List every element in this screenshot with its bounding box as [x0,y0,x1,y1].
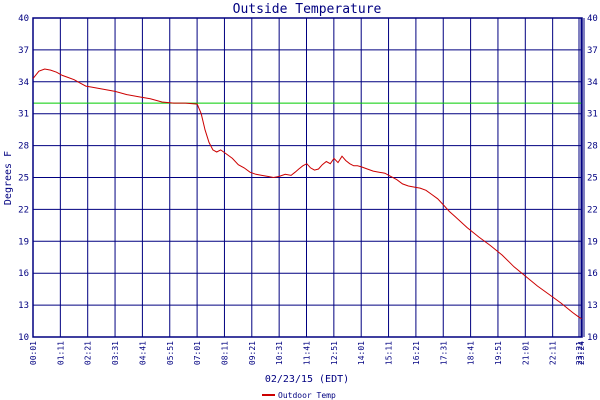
y-tick-label: 28 [587,142,598,152]
plot-border [32,17,583,338]
x-tick-label: 18:41 [467,341,476,365]
legend-label: Outdoor Temp [278,391,336,400]
y-tick-label: 37 [587,46,598,56]
y-tick-label: 13 [18,301,29,311]
x-tick-label: 05:51 [166,341,175,365]
x-axis-label: 02/23/15 (EDT) [265,374,349,385]
x-tick-label: 04:41 [138,341,147,365]
grid [32,17,582,338]
x-tick-label: 12:51 [330,341,339,365]
x-tick-label: 00:01 [29,341,38,365]
y-tick-label: 34 [18,78,29,88]
x-tick-label: 15:11 [385,341,394,365]
x-tick-label: 08:11 [220,341,229,365]
y-tick-label: 22 [587,205,598,215]
x-tick-label: 19:51 [494,341,503,365]
y-axis-label: Degrees F [3,151,14,205]
x-tick-label: 07:01 [193,341,202,365]
y-tick-labels-right: 10 13 16 19 22 25 28 31 34 37 40 [587,14,598,343]
x-tick-label: 16:21 [412,341,421,365]
y-tick-label: 16 [18,269,29,279]
y-tick-label: 40 [587,14,598,24]
x-tick-label: 02:21 [84,341,93,365]
x-tick-label: 03:31 [111,341,120,365]
x-tick-label: 14:01 [357,341,366,365]
y-tick-label: 19 [18,237,29,247]
x-tick-label: 17:31 [439,341,448,365]
y-tick-label: 34 [587,78,598,88]
x-tick-label: 09:21 [248,341,257,365]
y-tick-labels-left: 10 13 16 19 22 25 28 31 34 37 40 [18,14,29,343]
plot-frame [32,17,585,338]
x-tick-label: 23:24 [577,341,586,365]
x-tick-label: 22:11 [549,341,558,365]
x-tick-label: 01:11 [56,341,65,365]
y-tick-label: 13 [587,301,598,311]
x-tick-label: 23:21 [575,341,584,365]
y-tick-label: 40 [18,14,29,24]
y-tick-label: 10 [587,333,598,343]
outdoor-temp-line [32,68,582,320]
x-tick-label: 10:31 [275,341,284,365]
y-tick-label: 16 [587,269,598,279]
y-tick-label: 19 [587,237,598,247]
chart-title: Outside Temperature [233,2,382,17]
y-tick-label: 31 [587,110,598,120]
y-tick-label: 31 [18,110,29,120]
y-tick-label: 22 [18,205,29,215]
y-tick-label: 37 [18,46,29,56]
y-tick-label: 25 [587,174,598,184]
x-tick-label: 21:01 [521,341,530,365]
y-tick-label: 25 [18,174,29,184]
y-tick-label: 28 [18,142,29,152]
x-tick-label: 11:41 [303,341,312,365]
y-tick-label: 10 [18,333,29,343]
x-tick-labels: 00:01 01:11 02:21 03:31 04:41 05:51 07:01 08:11… [29,341,586,365]
legend: Outdoor Temp [262,391,336,400]
